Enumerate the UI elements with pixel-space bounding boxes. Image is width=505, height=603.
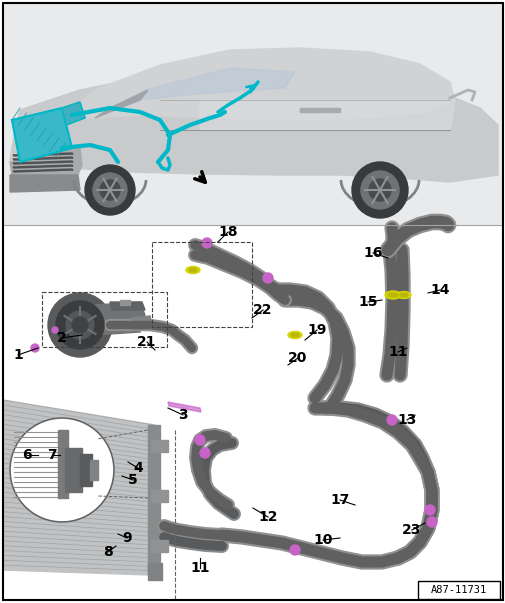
Polygon shape bbox=[62, 102, 85, 125]
Polygon shape bbox=[10, 175, 80, 192]
Text: 9: 9 bbox=[122, 531, 131, 545]
Ellipse shape bbox=[189, 268, 196, 272]
Circle shape bbox=[194, 435, 205, 445]
Circle shape bbox=[360, 171, 398, 209]
Text: 11: 11 bbox=[190, 561, 210, 575]
Polygon shape bbox=[95, 302, 145, 335]
Ellipse shape bbox=[399, 293, 407, 297]
Circle shape bbox=[52, 327, 58, 333]
Polygon shape bbox=[13, 153, 73, 156]
Polygon shape bbox=[13, 157, 73, 160]
Text: 2: 2 bbox=[57, 331, 67, 345]
Polygon shape bbox=[3, 400, 155, 575]
Polygon shape bbox=[10, 148, 82, 180]
Bar bbox=[42, 292, 167, 347]
Polygon shape bbox=[150, 490, 168, 502]
Circle shape bbox=[100, 180, 120, 200]
Circle shape bbox=[351, 162, 407, 218]
Circle shape bbox=[426, 517, 436, 527]
Bar bbox=[417, 581, 499, 599]
Circle shape bbox=[368, 179, 390, 201]
Ellipse shape bbox=[186, 267, 199, 274]
Ellipse shape bbox=[287, 332, 301, 338]
Circle shape bbox=[386, 415, 396, 425]
Polygon shape bbox=[13, 165, 73, 168]
Polygon shape bbox=[13, 169, 73, 172]
Circle shape bbox=[201, 238, 212, 248]
Circle shape bbox=[263, 273, 273, 283]
Text: 22: 22 bbox=[252, 303, 272, 317]
Circle shape bbox=[85, 165, 135, 215]
Circle shape bbox=[93, 173, 127, 207]
Text: 6: 6 bbox=[22, 448, 32, 462]
Polygon shape bbox=[10, 76, 497, 182]
Text: 7: 7 bbox=[47, 448, 57, 462]
Polygon shape bbox=[110, 302, 145, 310]
Text: 18: 18 bbox=[218, 225, 237, 239]
Circle shape bbox=[10, 418, 114, 522]
Text: A87-11731: A87-11731 bbox=[430, 585, 486, 595]
Text: 17: 17 bbox=[330, 493, 349, 507]
Circle shape bbox=[31, 344, 39, 352]
Polygon shape bbox=[80, 454, 92, 486]
Polygon shape bbox=[150, 540, 168, 552]
Text: 20: 20 bbox=[288, 351, 307, 365]
Polygon shape bbox=[299, 108, 339, 112]
Polygon shape bbox=[16, 120, 50, 134]
Circle shape bbox=[48, 293, 112, 357]
Text: 4: 4 bbox=[133, 461, 142, 475]
Circle shape bbox=[56, 301, 104, 349]
Circle shape bbox=[199, 448, 210, 458]
Text: 21: 21 bbox=[137, 335, 157, 349]
Text: 3: 3 bbox=[178, 408, 187, 422]
Text: 19: 19 bbox=[307, 323, 326, 337]
Circle shape bbox=[72, 317, 88, 333]
Ellipse shape bbox=[290, 333, 298, 337]
Polygon shape bbox=[132, 316, 152, 330]
Polygon shape bbox=[12, 108, 72, 162]
Text: 12: 12 bbox=[258, 510, 277, 524]
Polygon shape bbox=[58, 430, 68, 498]
Polygon shape bbox=[150, 440, 168, 452]
Text: 10: 10 bbox=[313, 533, 332, 547]
Polygon shape bbox=[147, 563, 162, 580]
Polygon shape bbox=[13, 161, 73, 164]
Text: 15: 15 bbox=[358, 295, 377, 309]
Polygon shape bbox=[199, 100, 454, 130]
Text: 23: 23 bbox=[401, 523, 421, 537]
Polygon shape bbox=[147, 425, 160, 575]
Text: 11: 11 bbox=[387, 345, 407, 359]
Ellipse shape bbox=[387, 293, 397, 297]
Polygon shape bbox=[14, 118, 55, 135]
Bar bbox=[3, 3, 502, 225]
Polygon shape bbox=[100, 68, 294, 115]
Polygon shape bbox=[65, 448, 82, 492]
Polygon shape bbox=[90, 460, 98, 480]
Bar bbox=[152, 242, 251, 327]
Text: 14: 14 bbox=[429, 283, 449, 297]
Polygon shape bbox=[168, 402, 200, 412]
Circle shape bbox=[424, 505, 434, 515]
Ellipse shape bbox=[396, 291, 410, 298]
Polygon shape bbox=[50, 48, 454, 130]
Polygon shape bbox=[95, 90, 147, 118]
Text: 13: 13 bbox=[396, 413, 416, 427]
Ellipse shape bbox=[384, 291, 400, 299]
Text: 16: 16 bbox=[363, 246, 382, 260]
Text: 1: 1 bbox=[13, 348, 23, 362]
Text: 8: 8 bbox=[103, 545, 113, 559]
Polygon shape bbox=[120, 300, 130, 305]
Text: 5: 5 bbox=[128, 473, 137, 487]
Circle shape bbox=[289, 545, 299, 555]
Circle shape bbox=[66, 311, 94, 339]
